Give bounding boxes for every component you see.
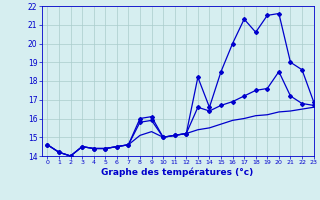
X-axis label: Graphe des températures (°c): Graphe des températures (°c) xyxy=(101,168,254,177)
